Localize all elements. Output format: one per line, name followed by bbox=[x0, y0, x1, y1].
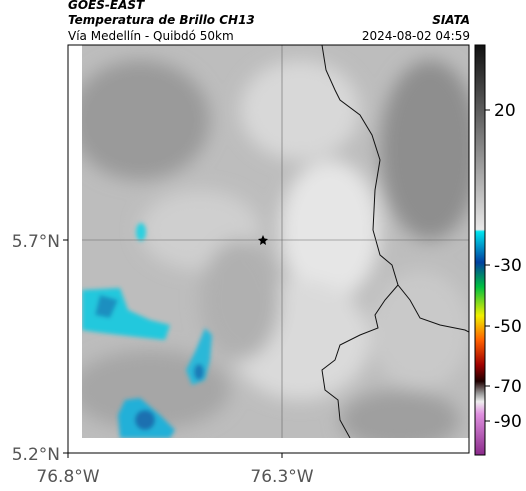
lon-label: 76.8°W bbox=[36, 467, 99, 487]
colorbar-label: 20 bbox=[494, 101, 516, 121]
lon-label: 76.3°W bbox=[250, 467, 313, 487]
lat-label: 5.7°N bbox=[12, 232, 60, 252]
colorbar-ticks: 20 -30 -50 -70 -90 bbox=[485, 101, 522, 432]
map-frame bbox=[67, 44, 470, 454]
source: SIATA bbox=[432, 13, 470, 27]
colorbar-label: -30 bbox=[494, 256, 522, 276]
colorbar-label: -70 bbox=[494, 377, 522, 397]
colorbar-label: -50 bbox=[494, 317, 522, 337]
product: Temperatura de Brillo CH13 bbox=[68, 13, 255, 27]
colorbar-label: -90 bbox=[494, 412, 522, 432]
satellite-image bbox=[82, 45, 469, 438]
lat-label: 5.2°N bbox=[12, 445, 60, 465]
timestamp: 2024-08-02 04:59 bbox=[362, 29, 470, 43]
colorbar bbox=[474, 44, 486, 456]
satellite: GOES-EAST bbox=[68, 0, 145, 12]
route: Vía Medellín - Quibdó 50km bbox=[68, 29, 234, 43]
